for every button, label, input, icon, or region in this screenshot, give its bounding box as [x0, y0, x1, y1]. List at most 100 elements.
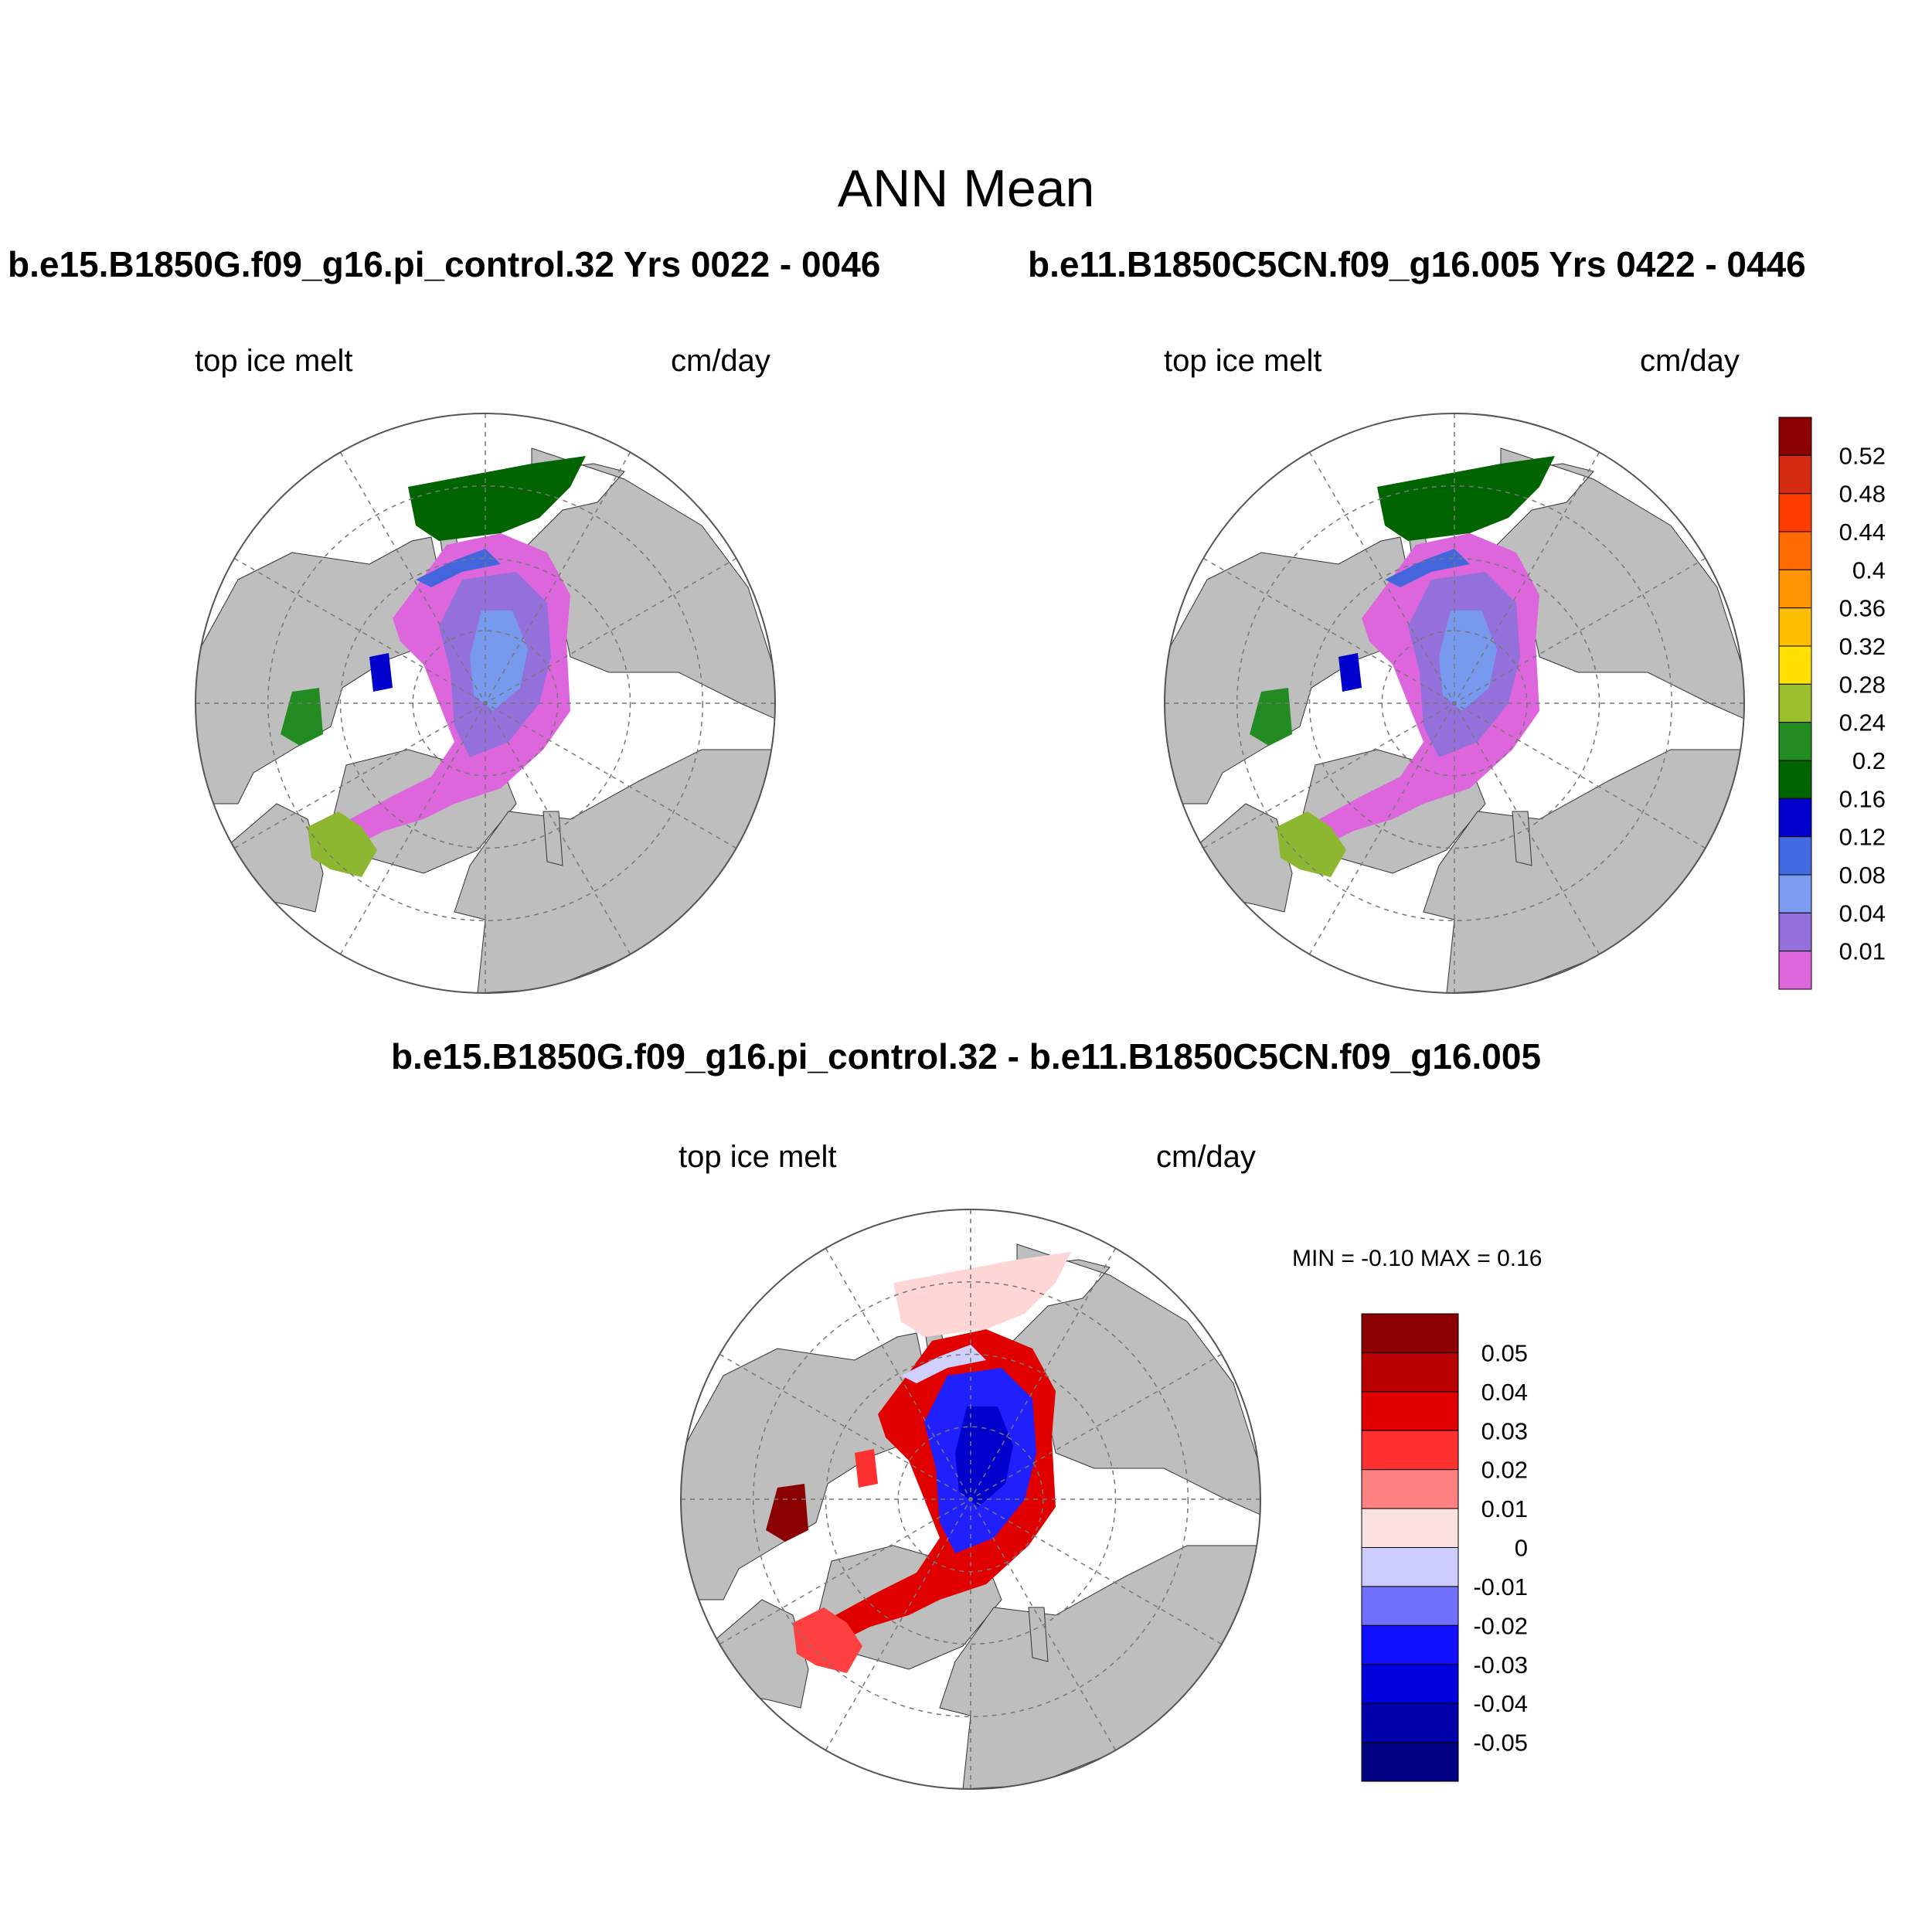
colorbar-tick-label: 0.48	[1839, 481, 1886, 508]
colorbar-tick-label: -0.02	[1473, 1612, 1528, 1639]
colorbar-tick-label: 0.52	[1839, 442, 1886, 469]
latitude-gridline	[825, 1353, 1117, 1645]
polar-map-difference	[680, 1209, 1261, 1790]
sea-ice-region	[281, 688, 323, 746]
colorbar-top: 0.52 0.48 0.44 0.4 0.36 0.32 0.28 0.24 0.2 0.16 0.…	[1778, 417, 1886, 990]
colorbar-swatch	[1778, 836, 1812, 876]
colorbar-swatch	[1778, 607, 1812, 647]
panel1-variable-label: top ice melt	[195, 344, 353, 378]
land-mass	[523, 447, 775, 719]
colorbar-difference: 0.05 0.04 0.03 0.02 0.01 0 -0.01 -0.02 -0.03 -0.0…	[1361, 1313, 1528, 1782]
land-mass	[1512, 811, 1532, 866]
colorbar-tick-label: 0.04	[1481, 1379, 1528, 1406]
colorbar-swatch	[1778, 417, 1812, 456]
sea-ice-region	[416, 549, 501, 587]
longitude-gridline	[719, 1353, 1223, 1645]
sea-ice-region	[470, 611, 528, 711]
colorbar-swatch	[1361, 1702, 1459, 1743]
latitude-gridline	[267, 485, 703, 921]
sea-ice-region	[1250, 688, 1292, 746]
colorbar-swatch	[1361, 1586, 1459, 1626]
map-border	[680, 1209, 1261, 1790]
colorbar-tick-label: 0.44	[1839, 519, 1886, 546]
land-mass	[681, 1332, 933, 1600]
polar-map-panel2	[1164, 413, 1745, 994]
colorbar-tick-label: 0.32	[1839, 633, 1886, 660]
sea-ice-region	[408, 456, 586, 541]
colorbar-tick-label: 0.05	[1481, 1339, 1528, 1366]
colorbar-swatch	[1361, 1664, 1459, 1704]
sea-ice-region	[308, 811, 377, 877]
sea-ice-region	[1338, 653, 1362, 692]
difference-title: b.e15.B1850G.f09_g16.pi_control.32 - b.e…	[390, 1036, 1542, 1077]
colorbar-swatch	[1361, 1624, 1459, 1665]
colorbar-swatch	[1361, 1313, 1459, 1353]
colorbar-tick-label: 0.12	[1839, 824, 1886, 851]
colorbar-tick-label: 0.24	[1839, 709, 1886, 736]
colorbar-swatch	[1361, 1508, 1459, 1548]
colorbar-tick-label: -0.04	[1473, 1690, 1528, 1717]
sea-ice-region	[901, 1345, 986, 1383]
panel2-variable-label: top ice melt	[1164, 344, 1322, 378]
colorbar-swatch	[1778, 454, 1812, 495]
colorbar-tick-label: -0.01	[1473, 1573, 1528, 1600]
panel2-case-title: b.e11.B1850C5CN.f09_g16.005 Yrs 0422 - 0…	[1028, 244, 1806, 284]
colorbar-tick-label: 0.01	[1481, 1495, 1528, 1522]
panel1-units-label: cm/day	[671, 344, 770, 378]
colorbar-tick-label: 0.4	[1852, 556, 1886, 583]
sea-ice-region	[855, 1449, 878, 1488]
land-mass	[1165, 536, 1417, 804]
longitude-gridline	[233, 557, 737, 849]
colorbar-swatch	[1361, 1547, 1459, 1587]
sea-ice-region	[1439, 611, 1497, 711]
min-max-label: MIN = -0.10 MAX = 0.16	[1292, 1246, 1543, 1271]
colorbar-tick-label: 0	[1515, 1535, 1528, 1562]
sea-ice-region	[766, 1484, 808, 1542]
sea-ice-region	[893, 1252, 1071, 1337]
colorbar-swatch	[1778, 722, 1812, 761]
colorbar-swatch	[1361, 1391, 1459, 1431]
panel2-units-label: cm/day	[1640, 344, 1740, 378]
colorbar-swatch	[1778, 874, 1812, 913]
land-mass	[1028, 1607, 1049, 1662]
colorbar-swatch	[1778, 569, 1812, 609]
land-mass	[1009, 1243, 1260, 1515]
sea-ice-region	[1277, 811, 1346, 877]
land-mass	[196, 536, 447, 804]
land-mass	[1492, 447, 1744, 719]
colorbar-tick-label: -0.03	[1473, 1651, 1528, 1679]
colorbar-swatch	[1778, 912, 1812, 952]
diff-variable-label: top ice melt	[679, 1140, 837, 1174]
colorbar-tick-label: 0.16	[1839, 785, 1886, 812]
colorbar-swatch	[1361, 1352, 1459, 1393]
figure-title: ANN Mean	[837, 159, 1095, 218]
colorbar-tick-label: 0.08	[1839, 862, 1886, 889]
colorbar-swatch	[1361, 1742, 1459, 1782]
colorbar-tick-label: 0.2	[1852, 747, 1886, 774]
colorbar-swatch	[1778, 531, 1812, 570]
sea-ice-region	[955, 1406, 1013, 1507]
colorbar-swatch	[1361, 1469, 1459, 1509]
colorbar-tick-label: 0.01	[1839, 938, 1886, 965]
latitude-gridline	[753, 1281, 1189, 1717]
colorbar-tick-label: 0.02	[1481, 1457, 1528, 1484]
colorbar-tick-label: 0.03	[1481, 1417, 1528, 1444]
colorbar-swatch	[1778, 645, 1812, 685]
land-mass	[543, 811, 563, 866]
longitude-gridline	[1202, 557, 1706, 849]
colorbar-tick-label: -0.05	[1473, 1730, 1528, 1757]
colorbar-swatch	[1778, 493, 1812, 532]
colorbar-swatch	[1778, 798, 1812, 838]
latitude-gridline	[339, 557, 631, 849]
sea-ice-region	[369, 653, 393, 692]
colorbar-swatch	[1778, 760, 1812, 799]
sea-ice-region	[1377, 456, 1555, 541]
polar-map-panel1	[195, 413, 776, 994]
map-border	[1164, 413, 1745, 994]
colorbar-tick-label: 0.04	[1839, 900, 1886, 927]
sea-ice-region	[1385, 549, 1470, 587]
colorbar-swatch	[1778, 683, 1812, 723]
sea-ice-region	[793, 1607, 862, 1673]
diff-units-label: cm/day	[1156, 1140, 1256, 1174]
colorbar-swatch	[1361, 1430, 1459, 1471]
